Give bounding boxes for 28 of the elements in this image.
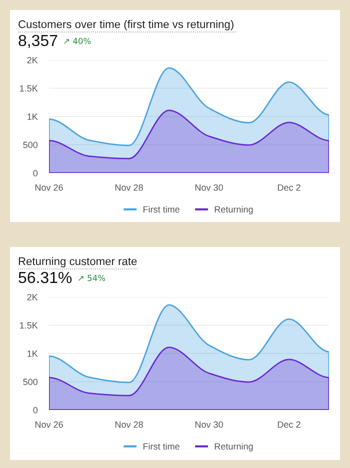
x-tick-label: Dec 2 — [278, 184, 300, 191]
y-tick-label: 1K — [28, 114, 38, 120]
chart-title: Returning customer rate — [18, 257, 137, 268]
text: ↗ 40% — [64, 38, 91, 44]
x-tick-label: Nov 30 — [195, 184, 223, 191]
y-tick-label: 2K — [27, 294, 38, 300]
text: 8,357 — [18, 34, 58, 48]
x-tick-label: Nov 30 — [195, 421, 223, 428]
x-tick-label: Nov 26 — [35, 184, 63, 191]
text: ↗ 54% — [78, 274, 106, 282]
x-tick-label: Nov 28 — [115, 184, 143, 191]
legend-label: First time — [143, 206, 180, 213]
x-tick-label: Nov 28 — [115, 421, 143, 428]
chart-title: Customers over time (first time vs returning) — [18, 20, 234, 30]
y-tick-label: 500 — [23, 142, 38, 148]
y-tick-label: 1.5K — [20, 85, 38, 92]
y-tick-label: 500 — [23, 378, 38, 386]
y-tick-label: 1.5K — [20, 322, 38, 329]
legend-label: Returning — [214, 206, 253, 214]
x-tick-label: Nov 26 — [35, 421, 63, 428]
legend-label: Returning — [214, 442, 253, 452]
y-tick-label: 1K — [28, 350, 38, 357]
y-tick-label: 0 — [33, 406, 38, 414]
legend-label: First time — [143, 442, 180, 450]
y-tick-label: 2K — [27, 56, 38, 64]
y-tick-label: 0 — [33, 170, 38, 176]
x-tick-label: Dec 2 — [278, 421, 300, 428]
text: 56.31% — [18, 272, 72, 284]
